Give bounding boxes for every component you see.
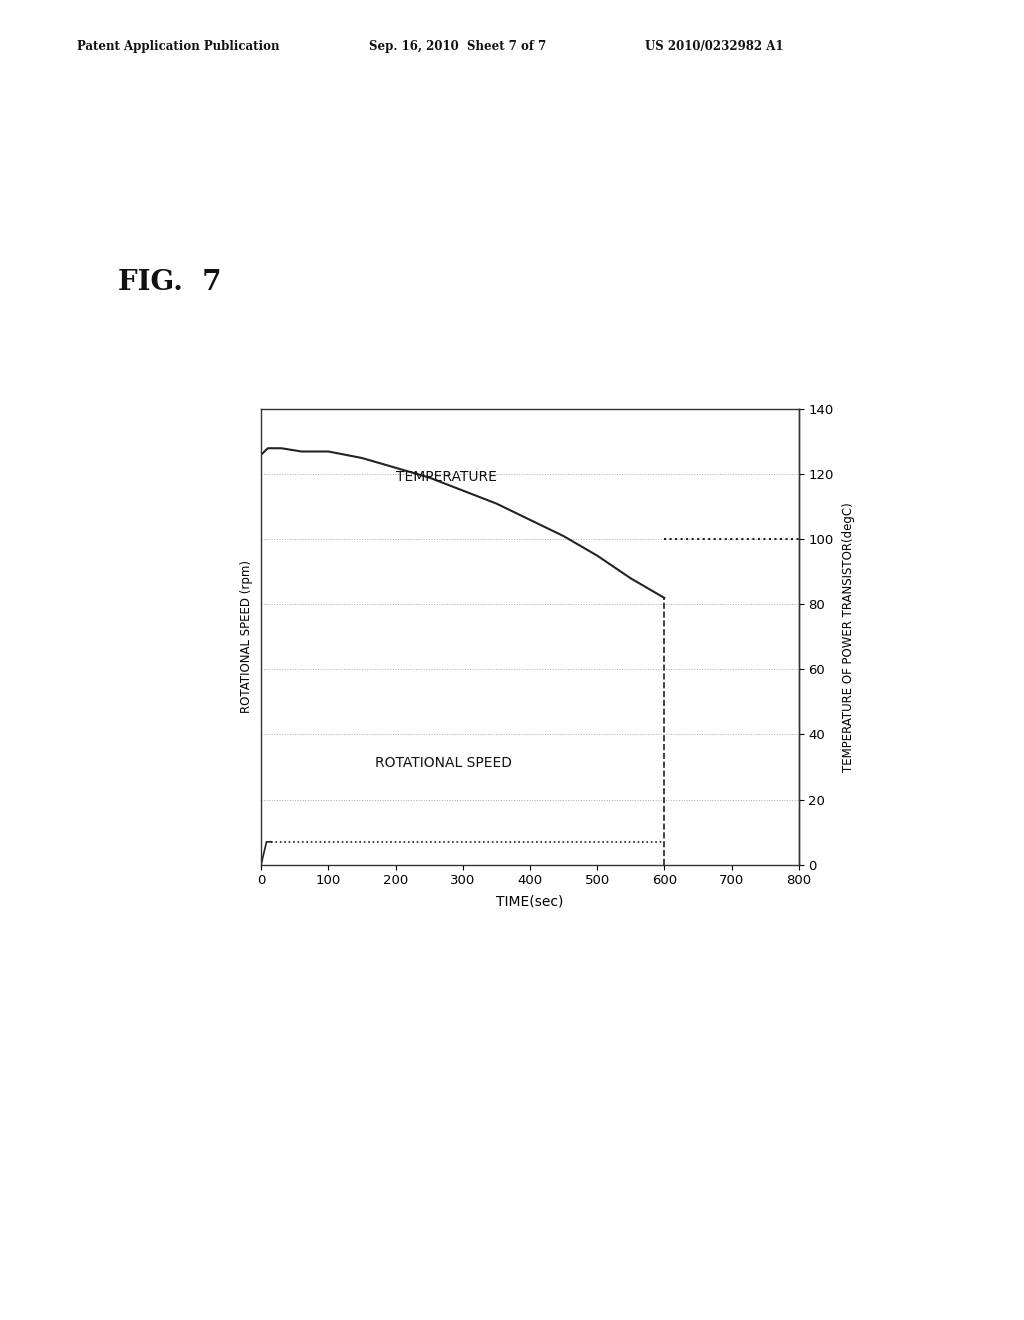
Text: FIG.  7: FIG. 7 — [118, 269, 221, 297]
Text: US 2010/0232982 A1: US 2010/0232982 A1 — [645, 40, 783, 53]
Text: ROTATIONAL SPEED: ROTATIONAL SPEED — [376, 756, 512, 770]
Text: Patent Application Publication: Patent Application Publication — [77, 40, 280, 53]
Text: Sep. 16, 2010  Sheet 7 of 7: Sep. 16, 2010 Sheet 7 of 7 — [369, 40, 546, 53]
Y-axis label: ROTATIONAL SPEED (rpm): ROTATIONAL SPEED (rpm) — [240, 561, 253, 713]
Y-axis label: TEMPERATURE OF POWER TRANSISTOR(degC): TEMPERATURE OF POWER TRANSISTOR(degC) — [842, 502, 855, 772]
Text: TEMPERATURE: TEMPERATURE — [395, 470, 497, 483]
X-axis label: TIME(sec): TIME(sec) — [497, 894, 563, 908]
